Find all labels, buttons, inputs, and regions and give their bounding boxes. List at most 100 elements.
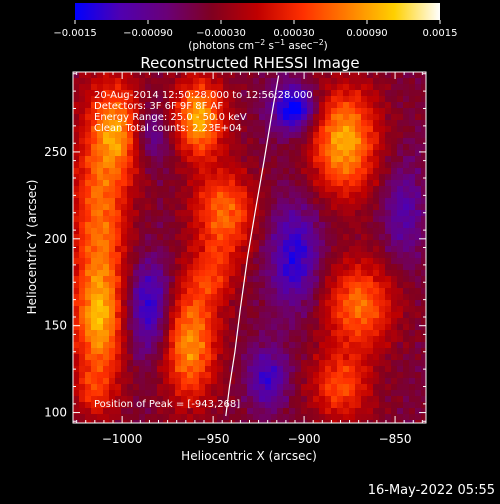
heatmap-pixel <box>223 90 230 97</box>
heatmap-pixel <box>343 372 350 379</box>
heatmap-pixel <box>199 72 206 79</box>
heatmap-pixel <box>199 318 206 325</box>
heatmap-pixel <box>325 288 332 295</box>
heatmap-pixel <box>139 90 146 97</box>
heatmap-pixel <box>211 210 218 217</box>
heatmap-pixel <box>217 150 224 157</box>
heatmap-pixel <box>127 120 134 127</box>
heatmap-pixel <box>289 90 296 97</box>
heatmap-pixel <box>115 324 122 331</box>
heatmap-pixel <box>151 294 158 301</box>
heatmap-pixel <box>187 330 194 337</box>
heatmap-pixel <box>205 114 212 121</box>
heatmap-pixel <box>253 180 260 187</box>
heatmap-pixel <box>397 204 404 211</box>
heatmap-pixel <box>331 192 338 199</box>
heatmap-pixel <box>271 348 278 355</box>
heatmap-pixel <box>367 228 374 235</box>
heatmap-pixel <box>133 144 140 151</box>
heatmap-pixel <box>127 144 134 151</box>
heatmap-pixel <box>271 78 278 85</box>
heatmap-pixel <box>139 96 146 103</box>
heatmap-pixel <box>385 414 392 421</box>
heatmap-pixel <box>181 144 188 151</box>
heatmap-pixel <box>421 276 426 283</box>
heatmap-pixel <box>253 378 260 385</box>
heatmap-pixel <box>337 90 344 97</box>
heatmap-pixel <box>367 324 374 331</box>
heatmap-pixel <box>295 342 302 349</box>
heatmap-pixel <box>403 108 410 115</box>
heatmap-pixel <box>319 90 326 97</box>
heatmap-pixel <box>145 324 152 331</box>
heatmap-pixel <box>337 192 344 199</box>
heatmap-pixel <box>313 366 320 373</box>
heatmap-pixel <box>391 204 398 211</box>
heatmap-pixel <box>313 330 320 337</box>
heatmap-pixel <box>367 138 374 145</box>
heatmap-pixel <box>139 300 146 307</box>
heatmap-pixel <box>229 408 236 415</box>
heatmap-pixel <box>175 270 182 277</box>
heatmap-pixel <box>181 240 188 247</box>
heatmap-pixel <box>325 300 332 307</box>
heatmap-pixel <box>313 258 320 265</box>
heatmap-pixel <box>151 330 158 337</box>
heatmap-pixel <box>121 342 128 349</box>
heatmap-pixel <box>415 114 422 121</box>
heatmap-pixel <box>199 84 206 91</box>
heatmap-pixel <box>229 318 236 325</box>
heatmap-pixel <box>133 132 140 139</box>
heatmap-pixel <box>319 228 326 235</box>
heatmap-pixel <box>115 138 122 145</box>
heatmap-pixel <box>157 384 164 391</box>
heatmap-pixel <box>151 114 158 121</box>
heatmap-pixel <box>361 108 368 115</box>
heatmap-pixel <box>193 288 200 295</box>
heatmap-pixel <box>361 420 368 423</box>
heatmap-pixel <box>415 162 422 169</box>
heatmap-pixel <box>199 312 206 319</box>
heatmap-pixel <box>259 270 266 277</box>
heatmap-pixel <box>199 264 206 271</box>
heatmap-pixel <box>181 354 188 361</box>
heatmap-pixel <box>223 420 230 423</box>
heatmap-pixel <box>223 216 230 223</box>
heatmap-pixel <box>349 186 356 193</box>
heatmap-pixel <box>73 330 80 337</box>
heatmap-pixel <box>271 366 278 373</box>
heatmap-pixel <box>361 156 368 163</box>
heatmap-pixel <box>211 84 218 91</box>
heatmap-pixel <box>103 378 110 385</box>
heatmap-pixel <box>79 300 86 307</box>
heatmap-pixel <box>337 282 344 289</box>
heatmap-pixel <box>181 312 188 319</box>
heatmap-pixel <box>397 258 404 265</box>
heatmap-pixel <box>127 318 134 325</box>
heatmap-pixel <box>337 276 344 283</box>
heatmap-pixel <box>163 72 170 79</box>
heatmap-pixel <box>115 108 122 115</box>
heatmap-pixel <box>217 120 224 127</box>
heatmap-pixel <box>79 378 86 385</box>
heatmap-pixel <box>331 114 338 121</box>
heatmap-pixel <box>103 144 110 151</box>
heatmap-pixel <box>145 288 152 295</box>
heatmap-pixel <box>199 192 206 199</box>
heatmap-pixel <box>127 324 134 331</box>
heatmap-pixel <box>85 96 92 103</box>
colorbar-tick-label: 0.00030 <box>273 28 314 39</box>
heatmap-pixel <box>145 228 152 235</box>
heatmap-pixel <box>301 360 308 367</box>
heatmap-pixel <box>247 210 254 217</box>
heatmap-pixel <box>283 102 290 109</box>
heatmap-pixel <box>367 318 374 325</box>
heatmap-pixel <box>343 258 350 265</box>
heatmap-pixel <box>79 270 86 277</box>
heatmap-pixel <box>181 330 188 337</box>
heatmap-pixel <box>241 186 248 193</box>
heatmap-pixel <box>319 306 326 313</box>
heatmap-pixel <box>325 264 332 271</box>
heatmap-pixel <box>157 336 164 343</box>
heatmap-pixel <box>313 246 320 253</box>
